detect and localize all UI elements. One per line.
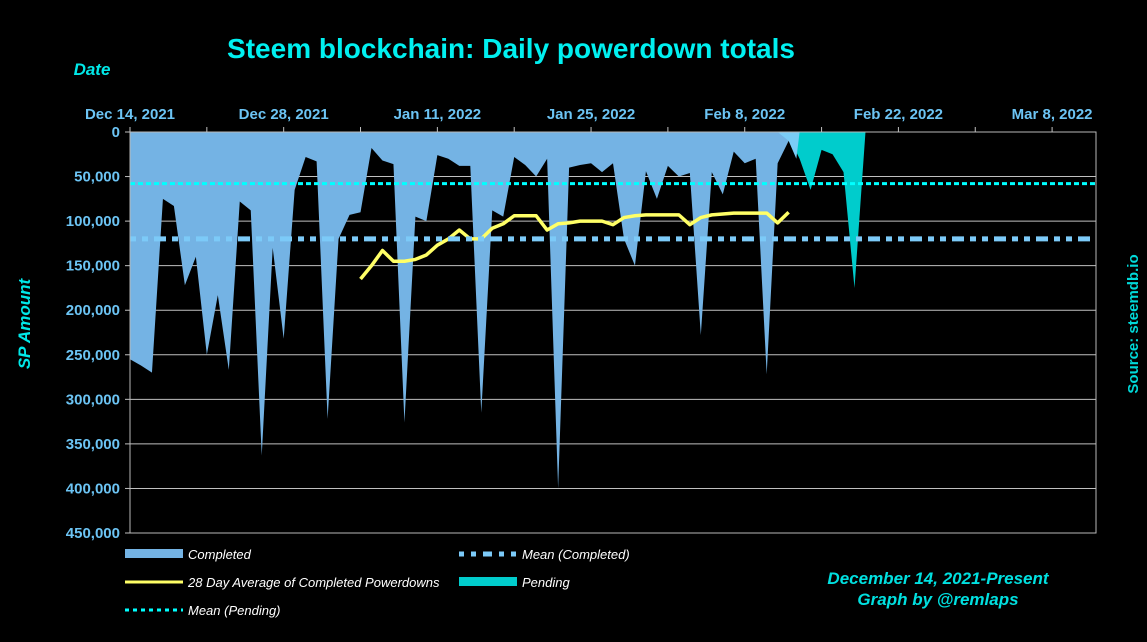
completed-area bbox=[130, 132, 789, 489]
y-tick-label: 450,000 bbox=[66, 525, 120, 542]
chart-title: Steem blockchain: Daily powerdown totals bbox=[227, 33, 795, 64]
legend-item: 28 Day Average of Completed Powerdowns bbox=[125, 575, 440, 590]
legend-item: Pending bbox=[459, 575, 570, 590]
area-layer bbox=[129, 131, 877, 489]
x-tick-label: Feb 8, 2022 bbox=[704, 106, 785, 123]
x-axis-title: Date bbox=[74, 60, 111, 79]
y-tick-label: 200,000 bbox=[66, 302, 120, 319]
legend-label: Pending bbox=[522, 575, 570, 590]
avg28-line bbox=[359, 210, 790, 281]
y-tick-label: 150,000 bbox=[66, 258, 120, 275]
line-layer bbox=[130, 182, 1096, 281]
y-tick-label: 300,000 bbox=[66, 391, 120, 408]
y-axis-title: SP Amount bbox=[15, 277, 34, 369]
y-tick-label: 0 bbox=[112, 124, 120, 141]
y-tick-label: 350,000 bbox=[66, 436, 120, 453]
overlap-area bbox=[777, 132, 800, 159]
credit-date-range: December 14, 2021-Present bbox=[827, 569, 1049, 588]
x-tick-label: Jan 25, 2022 bbox=[547, 106, 635, 123]
pending-area bbox=[788, 132, 877, 288]
x-tick-label: Dec 28, 2021 bbox=[239, 106, 329, 123]
legend-label: Mean (Completed) bbox=[522, 547, 630, 562]
legend-swatch bbox=[125, 549, 183, 558]
x-tick-label: Dec 14, 2021 bbox=[85, 106, 175, 123]
plot-frame bbox=[129, 131, 1097, 534]
x-tick-label: Jan 11, 2022 bbox=[394, 106, 482, 123]
x-axis: Dec 14, 2021 Dec 28, 2021 Jan 11, 2022 Jan … bbox=[85, 106, 1093, 132]
legend-label: Completed bbox=[188, 547, 252, 562]
legend-label: Mean (Pending) bbox=[188, 603, 281, 618]
x-tick-label: Feb 22, 2022 bbox=[854, 106, 943, 123]
x-tick-label: Mar 8, 2022 bbox=[1012, 106, 1093, 123]
legend-item: Mean (Completed) bbox=[459, 547, 630, 562]
credit-author: Graph by @remlaps bbox=[857, 590, 1018, 609]
y-tick-label: 250,000 bbox=[66, 347, 120, 364]
legend: Completed Mean (Completed) 28 Day Average … bbox=[125, 547, 630, 618]
legend-item: Completed bbox=[125, 547, 252, 562]
y-tick-label: 50,000 bbox=[74, 169, 120, 186]
y-tick-label: 400,000 bbox=[66, 480, 120, 497]
source-label: Source: steemdb.io bbox=[1125, 254, 1142, 393]
legend-label: 28 Day Average of Completed Powerdowns bbox=[187, 575, 440, 590]
legend-swatch bbox=[459, 577, 517, 586]
legend-item: Mean (Pending) bbox=[125, 603, 281, 618]
y-axis: 0 50,000 100,000 150,000 200,000 250,000 300,0… bbox=[66, 124, 130, 542]
y-tick-label: 100,000 bbox=[66, 213, 120, 230]
